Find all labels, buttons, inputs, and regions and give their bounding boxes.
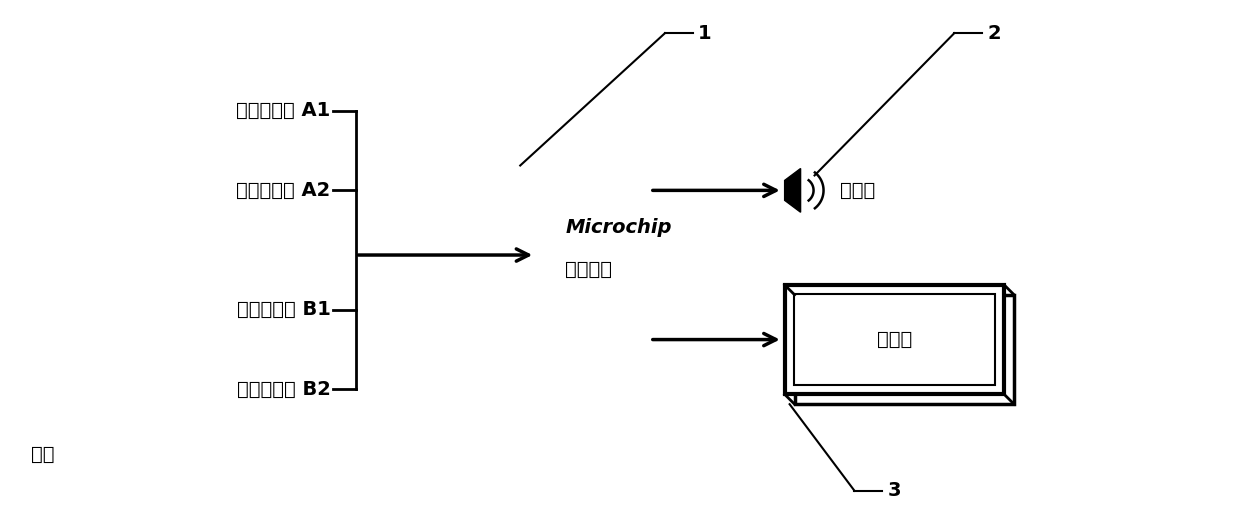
FancyBboxPatch shape	[794, 294, 995, 385]
Text: 1: 1	[698, 24, 711, 43]
Text: 峰鸣器: 峰鸣器	[840, 181, 875, 200]
Polygon shape	[784, 168, 800, 212]
Text: 患者: 患者	[31, 445, 55, 463]
Text: 温度传感器 A1: 温度传感器 A1	[237, 101, 331, 120]
Text: Microchip: Microchip	[565, 218, 672, 237]
Text: 微处理器: 微处理器	[565, 260, 612, 279]
Text: 2: 2	[987, 24, 1001, 43]
FancyBboxPatch shape	[794, 295, 1014, 404]
Text: 温度传感器 B1: 温度传感器 B1	[237, 300, 331, 319]
Text: 温度传感器 A2: 温度传感器 A2	[237, 181, 331, 200]
FancyBboxPatch shape	[784, 285, 1004, 394]
Text: 3: 3	[887, 482, 901, 500]
Text: 显示器: 显示器	[877, 330, 912, 349]
Text: 温度传感器 B2: 温度传感器 B2	[237, 380, 331, 399]
